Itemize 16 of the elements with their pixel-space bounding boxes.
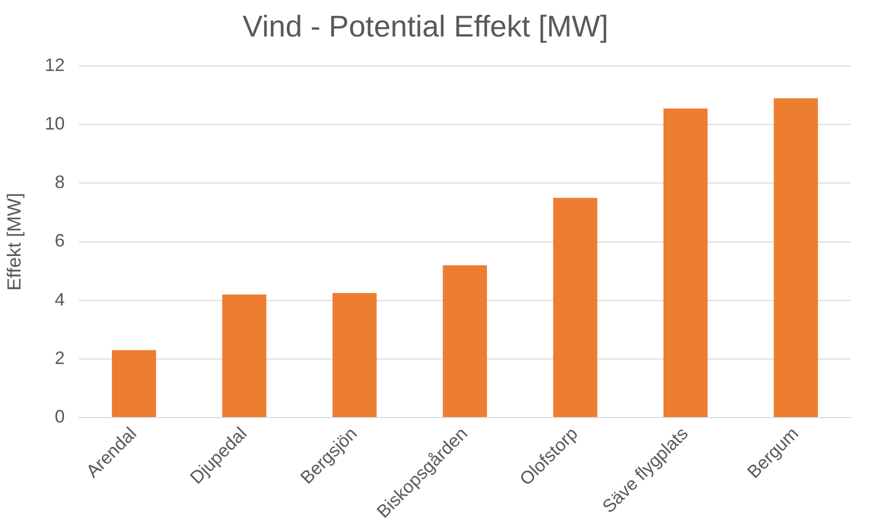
y-tick-label: 10 — [44, 114, 65, 134]
bar — [332, 293, 377, 418]
bar — [774, 98, 818, 418]
y-axis-title: Effekt [MW] — [4, 192, 26, 291]
y-tick-label: 0 — [54, 406, 65, 426]
y-tick-label: 2 — [54, 348, 65, 368]
bar — [222, 294, 266, 418]
bar — [553, 198, 598, 418]
y-tick-label: 12 — [44, 54, 65, 75]
bar — [112, 350, 156, 418]
bar — [663, 108, 708, 418]
bar — [442, 265, 487, 418]
y-tick-label: 8 — [54, 172, 65, 192]
y-tick-label: 6 — [54, 230, 65, 251]
y-tick-label: 4 — [54, 289, 65, 310]
chart-title: Vind - Potential Effekt [MW] — [242, 10, 608, 44]
